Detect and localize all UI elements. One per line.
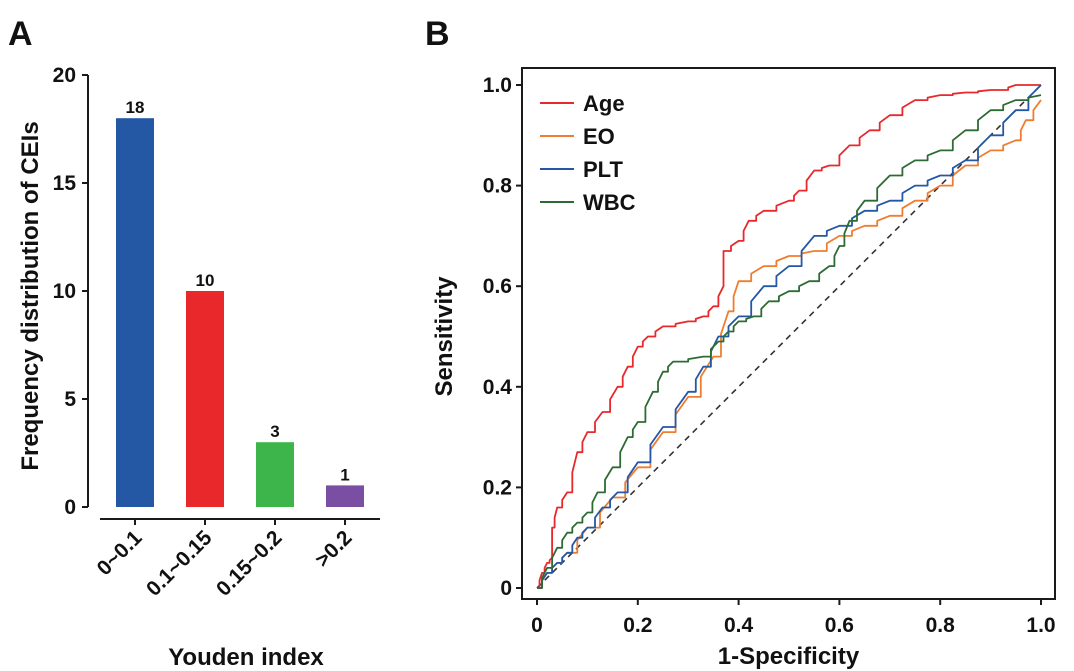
roc-chart-x-tick-label: 0.4 (724, 614, 754, 637)
bar-data-labels: 18 10 3 1 (126, 98, 350, 484)
legend-label-plt: PLT (583, 157, 623, 182)
bar-chart-y-tick-label: 20 (53, 64, 76, 87)
roc-chart-y-axis-title: Sensitivity (431, 276, 458, 397)
bar-chart-x-tick-label: 0~0.1 (93, 526, 147, 580)
roc-chart-x-tick-label: 1.0 (1026, 614, 1055, 637)
panel-a-letter: A (8, 15, 33, 53)
bar-data-label: 1 (340, 465, 349, 484)
bar-data-label: 3 (270, 422, 279, 441)
bar-chart-y-tick-label: 10 (53, 280, 76, 303)
roc-legend: Age EO PLT WBC (540, 91, 636, 215)
roc-chart: 0 0.2 0.4 0.6 0.8 1.0 0 0.2 0.4 0.6 0.8 1.0 Age EO P… (431, 67, 1056, 670)
bar-chart-x-axis-title: Youden index (168, 644, 324, 671)
bar-chart-x-tick-label: >0.2 (311, 526, 357, 572)
bar (326, 485, 364, 507)
bar-chart-y-tick-label: 5 (64, 388, 76, 411)
panel-b-letter: B (425, 15, 450, 53)
roc-line-age (537, 84, 1041, 589)
bar-chart-y-ticks: 0 5 10 15 20 (53, 64, 88, 519)
bar-chart: 18 10 3 1 0 5 10 15 20 0~0.10.1~0.150.15~0.2 >0.… (17, 64, 380, 671)
roc-chart-x-ticks: 0 0.2 0.4 0.6 0.8 1.0 (531, 599, 1056, 637)
roc-chart-y-tick-label: 1.0 (483, 74, 512, 97)
legend-label-eo: EO (583, 124, 615, 149)
roc-chart-x-tick-label: 0.8 (926, 614, 956, 637)
roc-chart-axes (521, 67, 1056, 600)
roc-chart-y-tick-label: 0.2 (483, 476, 512, 499)
bar-chart-x-tick-label: 0.15~0.2 (212, 526, 286, 600)
roc-chart-x-tick-label: 0.6 (825, 614, 854, 637)
bar-data-label: 18 (126, 98, 145, 117)
bar (116, 118, 154, 507)
bar-data-label: 10 (196, 271, 215, 290)
bar (256, 442, 294, 507)
roc-chart-y-tick-label: 0.8 (483, 175, 513, 198)
roc-line-wbc (537, 94, 1042, 589)
bar-group (116, 118, 364, 507)
bar-chart-y-tick-label: 0 (64, 496, 76, 519)
roc-chart-y-tick-label: 0.6 (483, 275, 512, 298)
roc-chart-x-tick-label: 0.2 (623, 614, 652, 637)
bar (186, 291, 224, 507)
roc-chart-y-tick-label: 0.4 (483, 376, 513, 399)
roc-chart-frame (521, 67, 1056, 600)
bar-chart-y-axis-title: Frequency distribution of CEIs (17, 121, 44, 470)
roc-chart-y-ticks: 0 0.2 0.4 0.6 0.8 1.0 (483, 74, 522, 600)
bar-chart-x-ticks: 0~0.10.1~0.150.15~0.2 >0.2 (93, 519, 357, 601)
roc-chart-x-axis-title: 1-Specificity (718, 643, 860, 670)
roc-series-group (536, 84, 1042, 589)
roc-reference-diagonal (536, 84, 1042, 589)
bar-chart-y-tick-label: 15 (53, 172, 77, 195)
bar-chart-x-tick-label: 0.1~0.15 (142, 526, 217, 601)
legend-label-age: Age (583, 91, 625, 116)
roc-chart-y-tick-label: 0 (500, 577, 512, 600)
roc-chart-x-tick-label: 0 (531, 614, 543, 637)
legend-label-wbc: WBC (583, 190, 636, 215)
